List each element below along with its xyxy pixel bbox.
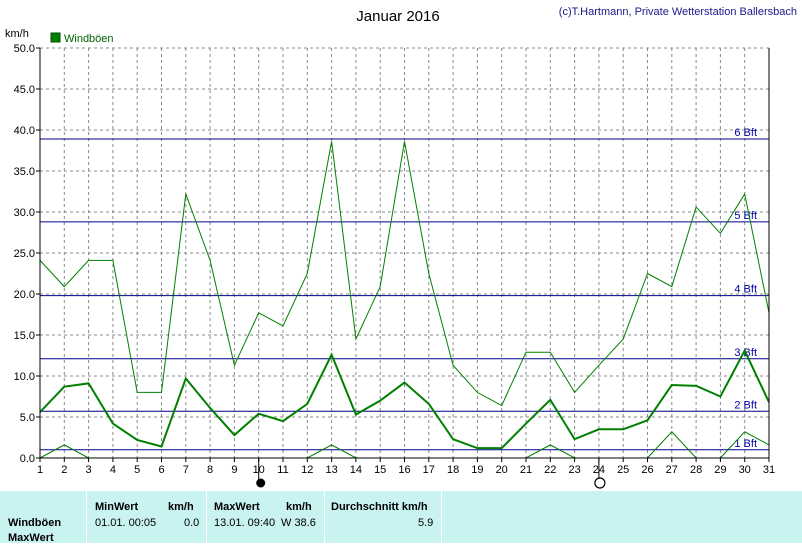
- chart-title: Januar 2016: [356, 8, 439, 25]
- header-average: Durchschnitt km/h: [331, 501, 428, 513]
- x-tick-label: 3: [86, 464, 92, 476]
- legend-swatch: [50, 32, 61, 43]
- x-tick-label: 5: [134, 464, 140, 476]
- full-moon-icon: [594, 477, 606, 489]
- grid: [40, 47, 770, 458]
- x-tick-label: 2: [61, 464, 67, 476]
- x-tick-label: 13: [325, 464, 337, 476]
- x-tick-label: 29: [714, 464, 726, 476]
- x-tick-label: 15: [374, 464, 386, 476]
- x-tick-label: 20: [496, 464, 508, 476]
- x-tick-label: 9: [231, 464, 237, 476]
- y-tick-label: 30.0: [14, 207, 35, 219]
- x-tick-label: 25: [617, 464, 629, 476]
- bft-label: 2 Bft: [734, 399, 757, 411]
- x-tick-label: 31: [763, 464, 775, 476]
- y-tick-label: 20.0: [14, 289, 35, 301]
- y-tick-label: 10.0: [14, 371, 35, 383]
- header-maxwert: MaxWert: [214, 501, 260, 513]
- x-tick-label: 21: [520, 464, 532, 476]
- stats-table: MinWert km/h MaxWert km/h Durchschnitt k…: [0, 491, 802, 544]
- legend-label: Windböen: [64, 33, 114, 45]
- y-tick-label: 40.0: [14, 125, 35, 137]
- header-minwert: MinWert: [95, 501, 139, 513]
- min-time: 01.01. 00:05: [95, 517, 157, 529]
- header-min-unit: km/h: [168, 501, 194, 513]
- x-tick-label: 18: [447, 464, 459, 476]
- y-tick-label: 0.0: [20, 453, 35, 465]
- series-max-line: [39, 141, 770, 407]
- max-time: 13.01. 09:40: [214, 517, 276, 529]
- copyright-text: (c)T.Hartmann, Private Wetterstation Bal…: [559, 6, 797, 18]
- bft-label: 4 Bft: [734, 284, 757, 296]
- row-label-windboeen: Windböen: [8, 517, 62, 529]
- axes: 0.0 5.0 10.0 15.0 20.0 25.0 30.0 35.0 40.0 45.0 50…: [14, 43, 775, 489]
- x-tick-label: 30: [739, 464, 751, 476]
- wind-chart: Januar 2016 (c)T.Hartmann, Private Wette…: [5, 6, 797, 489]
- x-tick-label: 1: [37, 464, 43, 476]
- x-tick-label: 23: [568, 464, 580, 476]
- x-tick-label: 12: [301, 464, 313, 476]
- x-tick-label: 14: [350, 464, 362, 476]
- x-tick-label: 28: [690, 464, 702, 476]
- y-tick-label: 25.0: [14, 248, 35, 260]
- x-tick-label: 27: [666, 464, 678, 476]
- y-tick-label: 45.0: [14, 84, 35, 96]
- bft-label: 1 Bft: [734, 438, 757, 450]
- max-value: W 38.6: [281, 517, 316, 529]
- x-tick-label: 17: [423, 464, 435, 476]
- y-tick-label: 35.0: [14, 166, 35, 178]
- x-tick-label: 11: [277, 464, 288, 476]
- y-tick-label: 50.0: [14, 43, 35, 55]
- y-tick-label: 5.0: [20, 412, 35, 424]
- x-tick-label: 4: [110, 464, 116, 476]
- average-value: 5.9: [418, 517, 434, 529]
- x-tick-label: 6: [158, 464, 164, 476]
- y-tick-label: 15.0: [14, 330, 35, 342]
- x-tick-label: 26: [641, 464, 653, 476]
- x-tick-label: 19: [471, 464, 483, 476]
- x-tick-label: 7: [183, 464, 189, 476]
- new-moon-icon: [256, 478, 266, 488]
- x-tick-label: 22: [544, 464, 556, 476]
- header-max-unit: km/h: [286, 501, 312, 513]
- min-value: 0.0: [184, 517, 200, 529]
- row-label-maxwert: MaxWert: [8, 532, 54, 544]
- x-tick-label: 8: [207, 464, 213, 476]
- series-avg-line: [39, 348, 770, 450]
- x-tick-label: 16: [398, 464, 410, 476]
- bft-label: 6 Bft: [734, 127, 757, 139]
- bft-label: 5 Bft: [734, 210, 757, 222]
- y-axis-unit: km/h: [5, 28, 29, 40]
